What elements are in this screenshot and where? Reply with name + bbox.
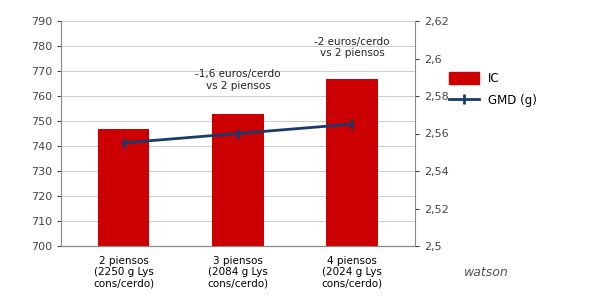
Text: watson: watson [464, 266, 508, 279]
Bar [98, 128, 149, 300]
Text: -1,6 euros/cerdo
vs 2 piensos: -1,6 euros/cerdo vs 2 piensos [195, 69, 281, 91]
Legend: IC, GMD (g): IC, GMD (g) [449, 72, 537, 107]
Bar [212, 113, 264, 300]
Bar [326, 79, 378, 300]
Text: -2 euros/cerdo
vs 2 piensos: -2 euros/cerdo vs 2 piensos [314, 37, 390, 58]
